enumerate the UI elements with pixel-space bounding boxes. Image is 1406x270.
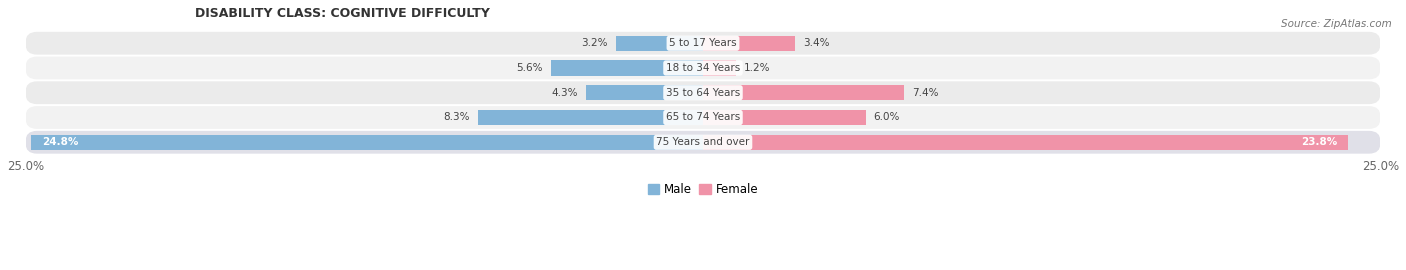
Bar <box>703 85 904 100</box>
FancyBboxPatch shape <box>25 57 1381 79</box>
Text: 8.3%: 8.3% <box>443 113 470 123</box>
FancyBboxPatch shape <box>25 131 1381 154</box>
Text: 24.8%: 24.8% <box>42 137 79 147</box>
FancyBboxPatch shape <box>25 32 1381 55</box>
Text: Source: ZipAtlas.com: Source: ZipAtlas.com <box>1281 19 1392 29</box>
FancyBboxPatch shape <box>25 106 1381 129</box>
Bar <box>478 110 703 125</box>
Bar <box>703 60 735 76</box>
Text: 5.6%: 5.6% <box>516 63 543 73</box>
Text: 5 to 17 Years: 5 to 17 Years <box>669 38 737 48</box>
Text: 7.4%: 7.4% <box>911 88 938 98</box>
Text: 3.4%: 3.4% <box>803 38 830 48</box>
Text: 65 to 74 Years: 65 to 74 Years <box>666 113 740 123</box>
Text: 75 Years and over: 75 Years and over <box>657 137 749 147</box>
Bar <box>586 85 703 100</box>
Bar <box>703 36 796 51</box>
Bar <box>31 134 703 150</box>
Bar <box>616 36 703 51</box>
Bar <box>551 60 703 76</box>
Text: 18 to 34 Years: 18 to 34 Years <box>666 63 740 73</box>
Text: 6.0%: 6.0% <box>873 113 900 123</box>
FancyBboxPatch shape <box>25 81 1381 104</box>
Text: 23.8%: 23.8% <box>1301 137 1337 147</box>
Text: 3.2%: 3.2% <box>582 38 609 48</box>
Bar <box>703 134 1348 150</box>
Text: 1.2%: 1.2% <box>744 63 770 73</box>
Text: DISABILITY CLASS: COGNITIVE DIFFICULTY: DISABILITY CLASS: COGNITIVE DIFFICULTY <box>195 7 489 20</box>
Text: 4.3%: 4.3% <box>551 88 578 98</box>
Bar <box>703 110 866 125</box>
Text: 35 to 64 Years: 35 to 64 Years <box>666 88 740 98</box>
Legend: Male, Female: Male, Female <box>643 178 763 201</box>
